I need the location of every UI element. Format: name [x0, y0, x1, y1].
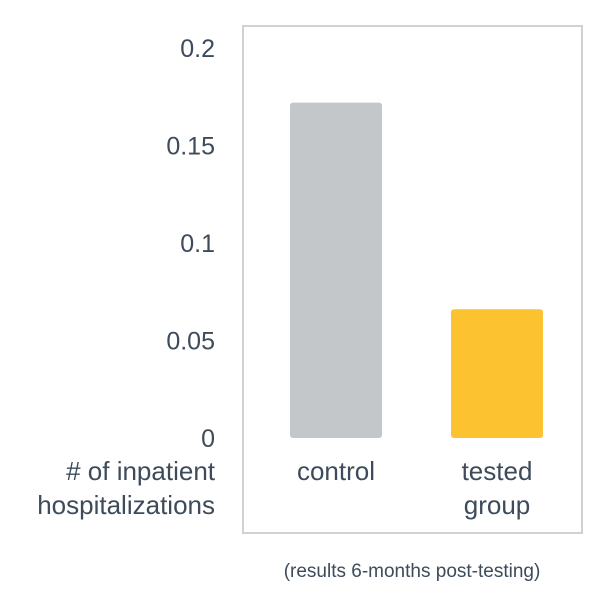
y-tick-label: 0.2 [180, 35, 215, 63]
y-axis-label-line: hospitalizations [37, 490, 215, 520]
y-tick-label: 0.15 [166, 133, 215, 161]
y-tick-label: 0.05 [166, 328, 215, 356]
y-tick-label: 0.1 [180, 230, 215, 258]
y-axis-label: # of inpatient hospitalizations [37, 456, 216, 520]
bar-control [290, 102, 382, 438]
category-labels: control tested group [297, 456, 532, 520]
category-label: control [297, 456, 375, 486]
category-label: group [464, 490, 531, 520]
category-label: tested [462, 456, 533, 486]
y-tick-labels: 0 0.05 0.1 0.15 0.2 [166, 35, 215, 453]
plot-frame [242, 25, 583, 534]
chart-note: (results 6-months post-testing) [284, 561, 541, 582]
y-axis-label-line: # of inpatient [66, 456, 216, 486]
bars [290, 102, 543, 438]
y-tick-label: 0 [201, 425, 215, 453]
bar-tested-group [451, 309, 543, 438]
